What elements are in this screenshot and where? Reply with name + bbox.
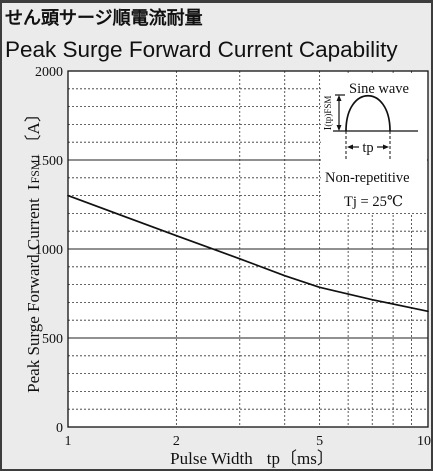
chart-title: Peak Surge Forward Current Capability	[5, 37, 398, 62]
inset-arrowhead-down	[336, 125, 342, 131]
y-tick-label: 0	[56, 421, 63, 436]
y-axis-label-symbol: I	[24, 184, 43, 190]
plot-frame	[67, 70, 429, 428]
series-line	[67, 194, 429, 313]
x-tick-label: 10	[417, 434, 431, 449]
x-axis-label: Pulse Width tp〔ms〕	[170, 449, 334, 468]
y-tick-label: 1500	[35, 154, 63, 169]
inset-condition-label: Non-repetitive	[325, 170, 410, 186]
inset-peak-current-symbol: I	[322, 126, 334, 130]
plot-area: Sine wave I(tp)FSM tp Non-repetitive Tj …	[67, 70, 429, 428]
x-tick-label: 2	[173, 434, 180, 449]
x-tick-labels: 1 2 5 10	[65, 434, 432, 449]
y-axis-label-subscript: FSM1	[28, 153, 42, 183]
x-axis-label-text: Pulse Width	[170, 449, 253, 468]
y-tick-label: 1000	[35, 243, 63, 258]
inset-peak-current-subscript: (tp)FSM	[323, 96, 333, 127]
chart-title-japanese: せん頭サージ順電流耐量	[5, 7, 203, 29]
y-tick-labels: 0 500 1000 1500 2000	[35, 65, 63, 436]
inset-arrowhead-left	[347, 144, 353, 150]
y-tick-label: 500	[42, 332, 63, 347]
series-layer	[67, 194, 429, 313]
x-tick-label: 5	[316, 434, 323, 449]
figure-top-border	[0, 0, 433, 3]
inset-peak-current-label: I(tp)FSM	[322, 96, 334, 131]
inset-width-label: tp	[362, 140, 373, 156]
inset-arrowhead-up	[336, 95, 342, 101]
x-axis-label-symbol: tp	[267, 449, 280, 468]
inset-half-sine-wave	[345, 94, 391, 132]
y-tick-label: 2000	[35, 65, 63, 80]
inset-waveform-label: Sine wave	[349, 81, 409, 97]
y-axis-label-unit: 〔A〕	[24, 105, 43, 151]
inset-temperature-label: Tj = 25℃	[344, 194, 403, 210]
inset-sine-wave-diagram: Sine wave I(tp)FSM tp Non-repetitive Tj …	[321, 73, 427, 213]
x-tick-label: 1	[65, 434, 72, 449]
x-axis-label-unit: 〔ms〕	[280, 449, 334, 468]
y-axis-label: Peak Surge Forward Current IFSM1 〔A〕	[24, 105, 43, 393]
inset-arrowhead-right	[383, 144, 389, 150]
grid	[68, 71, 428, 427]
y-axis-label-text: Peak Surge Forward Current	[24, 198, 43, 393]
